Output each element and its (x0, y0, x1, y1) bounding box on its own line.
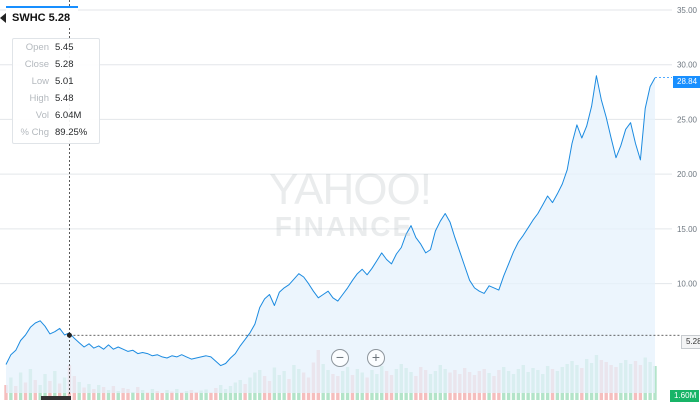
volume-bar (121, 388, 125, 400)
y-tick-label: 20.00 (677, 170, 698, 179)
y-axis: 35.00 30.00 25.00 20.00 15.00 10.00 (677, 6, 698, 289)
price-area (6, 75, 655, 393)
tooltip-label: % Chg (20, 127, 49, 138)
price-line (5, 75, 656, 367)
tooltip-row: Open 5.45 (13, 40, 99, 56)
tooltip-label: Open (25, 42, 49, 53)
volume-bar (160, 393, 164, 400)
volume-bar (155, 391, 159, 400)
volume-bar (101, 387, 106, 400)
tooltip-value: 5.28 (55, 59, 74, 70)
y-tick-label: 10.00 (677, 280, 698, 289)
volume-bar (106, 390, 111, 400)
volume-bar (170, 391, 174, 400)
volume-bar (131, 392, 135, 400)
zoom-in-button[interactable]: + (367, 349, 385, 367)
volume-bar (204, 389, 208, 400)
volume-bar (214, 388, 218, 400)
range-handle[interactable] (41, 396, 71, 400)
tooltip-row: Close 5.28 (13, 57, 99, 73)
volume-bar (194, 392, 199, 400)
volume-bar (223, 389, 228, 400)
volume-bar (175, 389, 179, 400)
tooltip-label: High (29, 93, 49, 104)
volume-bar (179, 392, 184, 400)
volume-bar (145, 392, 150, 400)
volume-bar (92, 389, 96, 400)
ticker-symbol-price: SWHC 5.28 (12, 12, 71, 24)
y-tick-label: 30.00 (677, 61, 698, 70)
tooltip-rows: Open 5.45 Close 5.28 Low 5.01 High 5.48 Vol 6.04M… (13, 40, 99, 141)
grid (0, 9, 672, 285)
tooltip-value: 6.04M (55, 110, 82, 121)
volume-bar (184, 391, 189, 400)
volume-bar (189, 390, 194, 400)
volume-bar (136, 387, 140, 400)
plus-icon: + (371, 349, 381, 365)
volume-bar (126, 389, 130, 400)
zoom-out-button[interactable]: − (331, 349, 349, 367)
area-fill (6, 75, 655, 393)
volume-bar (209, 392, 213, 400)
minus-icon: − (335, 349, 345, 365)
y-tick-label: 15.00 (677, 225, 698, 234)
crosshair (66, 0, 680, 400)
last-price-tag: 28.84 (673, 76, 700, 88)
tooltip-label: Vol (35, 110, 49, 121)
volume-bar (150, 389, 155, 400)
tooltip-row: High 5.48 (13, 91, 99, 107)
volume-bar (199, 390, 203, 400)
tooltip-row: Vol 6.04M (13, 108, 99, 124)
tooltip-label: Close (24, 59, 49, 70)
volume-bar (165, 390, 169, 400)
ohlc-tooltip: Open 5.45 Close 5.28 Low 5.01 High 5.48 Vol 6.04M… (12, 38, 100, 144)
tooltip-label: Low (31, 76, 49, 87)
caret-left-icon (0, 13, 6, 23)
tooltip-value: 5.01 (55, 76, 74, 87)
volume-bar (116, 391, 120, 400)
volume-bar (140, 390, 145, 400)
volume-bar (82, 387, 86, 400)
y-tick-label: 25.00 (677, 115, 698, 124)
series-line (5, 75, 656, 367)
tooltip-value: 5.48 (55, 93, 74, 104)
tooltip-row: % Chg 89.25% (13, 125, 99, 141)
crosshair-point (66, 332, 72, 338)
tooltip-row: Low 5.01 (13, 74, 99, 90)
y-tick-label: 35.00 (677, 6, 698, 15)
ticker-tab[interactable]: SWHC 5.28 (0, 6, 79, 28)
tooltip-value: 5.45 (55, 42, 74, 53)
tooltip-value: 89.25% (55, 127, 88, 138)
volume-tag: 1.60M (670, 390, 700, 402)
cursor-price-tag: 5.28 (681, 335, 700, 349)
